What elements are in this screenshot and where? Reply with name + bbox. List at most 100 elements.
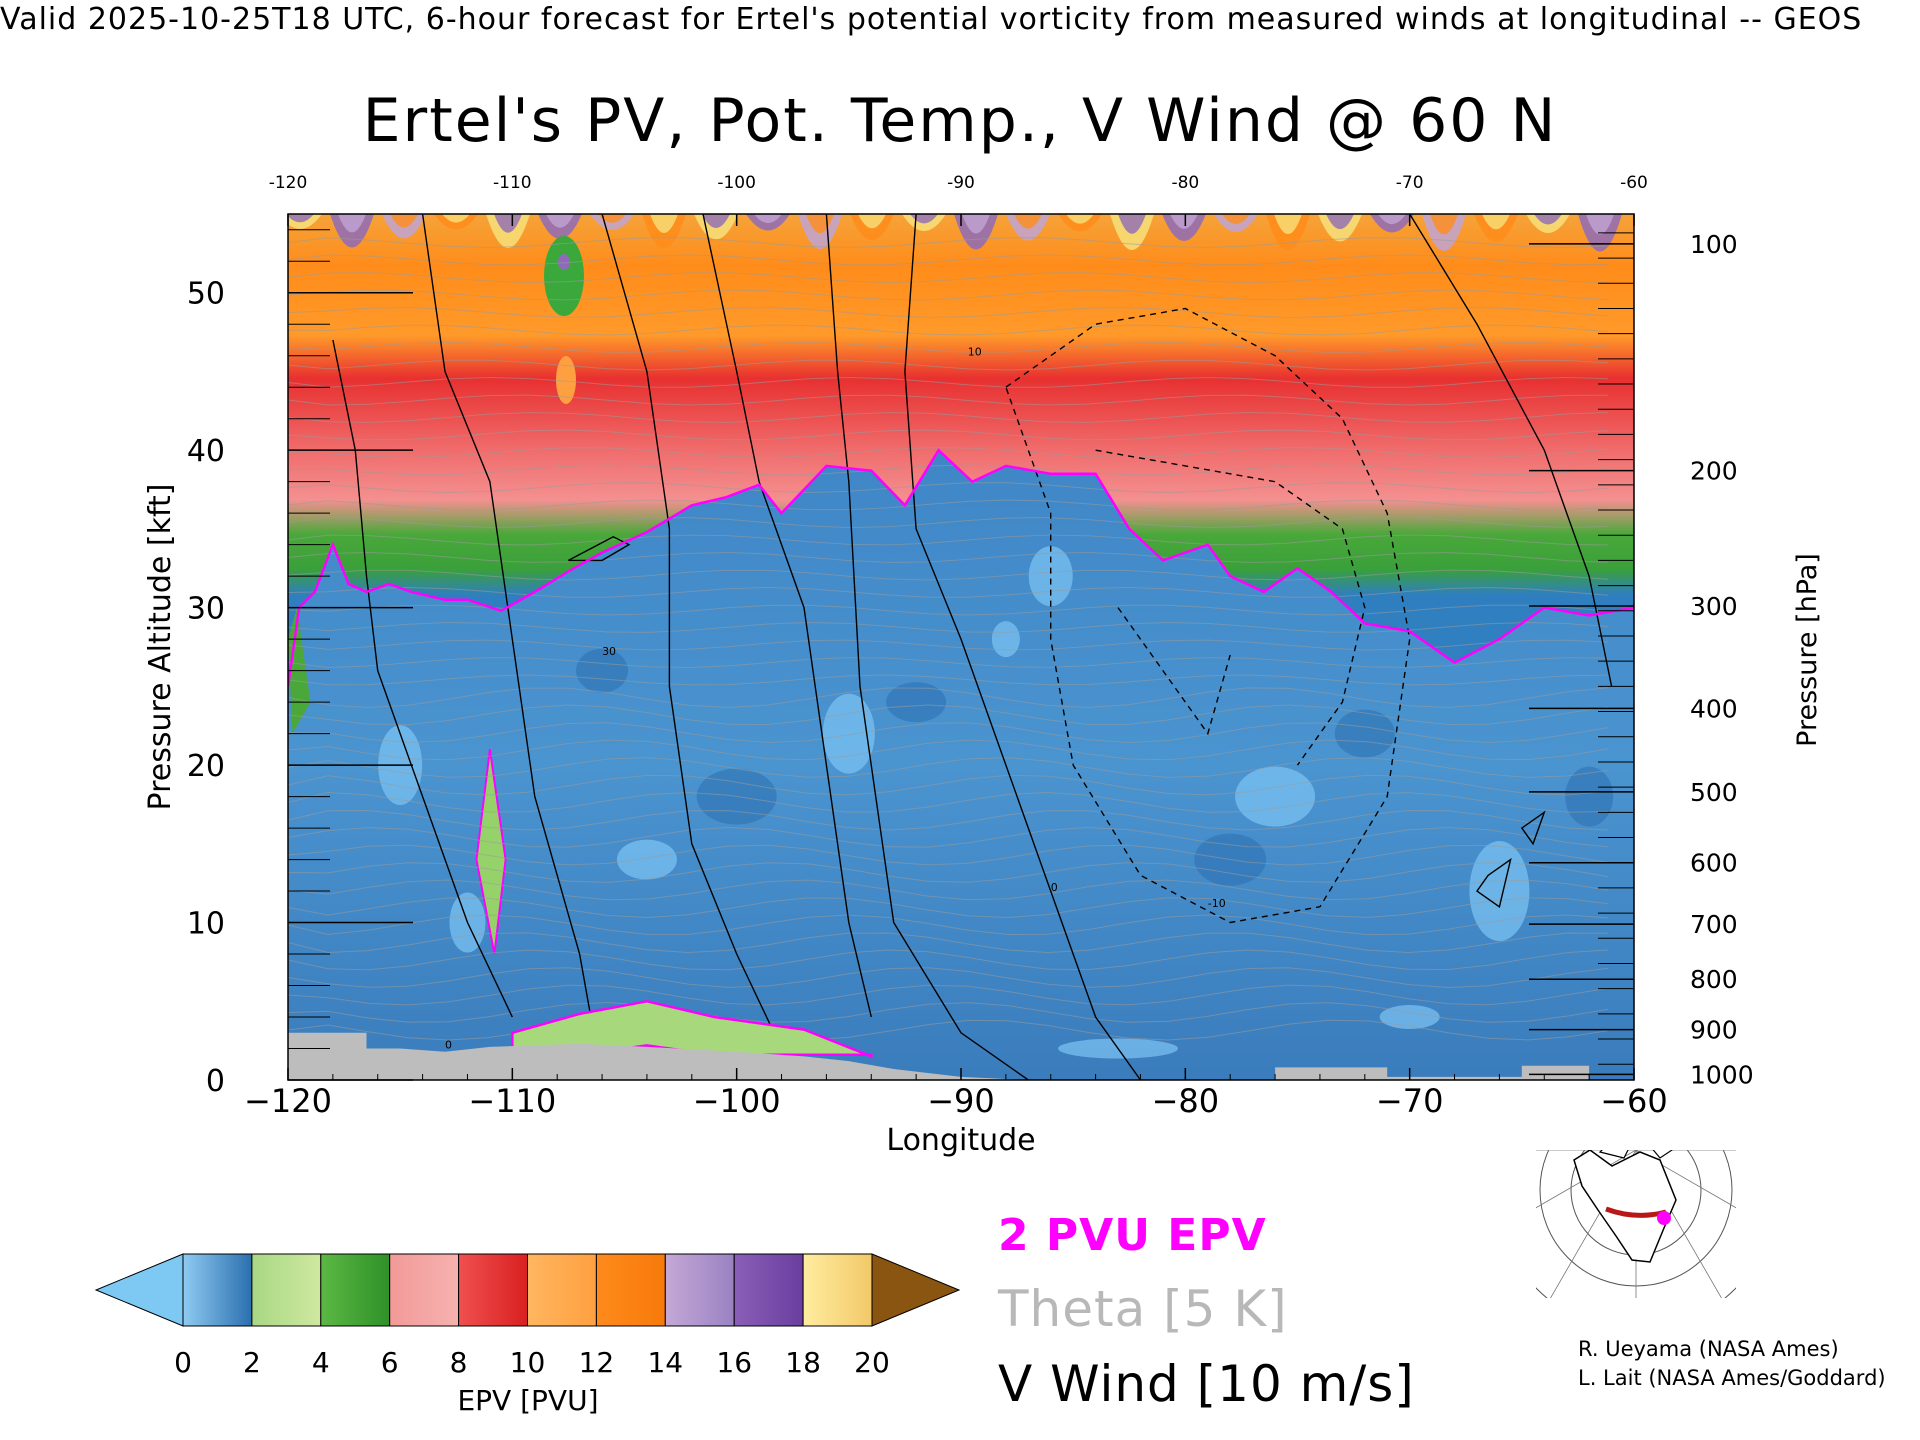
top-tick-label: -70	[1396, 173, 1424, 193]
theta-contour	[288, 1001, 1609, 1023]
colorbar-segment	[389, 1253, 460, 1327]
theta-contour	[288, 289, 1609, 301]
colorbar-tick-label: 8	[450, 1346, 468, 1379]
colorbar-tick-label: 18	[785, 1346, 821, 1379]
green-filament	[475, 749, 507, 955]
theta-contour	[288, 306, 1609, 319]
axes: −120-120−110-110−100-100−90-90−80-80−70-…	[143, 173, 1823, 1158]
upper-band-inner	[1170, 214, 1198, 229]
top-tick-label: -60	[1620, 173, 1648, 193]
plot-title: Ertel's PV, Pot. Temp., V Wind @ 60 N	[362, 86, 1558, 156]
purple-anomaly	[558, 254, 570, 270]
theta-contour	[288, 341, 1609, 353]
theta-contour	[288, 551, 1609, 563]
credit-line-2: L. Lait (NASA Ames/Goddard)	[1578, 1366, 1886, 1390]
y2-axis-label: Pressure [hPa]	[1792, 553, 1823, 747]
wind-contour	[825, 214, 1029, 1080]
x-tick-label: −80	[1152, 1082, 1220, 1120]
colorbar-tick-label: 4	[312, 1346, 330, 1379]
pressure-tick-label: 900	[1690, 1016, 1738, 1045]
dark-pv-blob	[576, 648, 629, 693]
theta-contour	[288, 967, 1609, 989]
theta-contour	[288, 722, 1609, 744]
upper-band-inner	[288, 214, 314, 223]
upper-band-inner	[1222, 214, 1250, 224]
wind-contour-loop	[1475, 857, 1512, 908]
x-tick-label: −70	[1376, 1082, 1444, 1120]
theta-contour	[288, 914, 1609, 936]
x-tick-label: −100	[693, 1082, 781, 1120]
y-tick-label: 50	[187, 277, 225, 312]
pressure-tick-label: 700	[1690, 910, 1738, 939]
green-anomaly	[544, 236, 584, 316]
contour-label: 10	[968, 346, 982, 359]
colorbar-tick-label: 20	[854, 1346, 890, 1379]
upper-band-inner	[702, 214, 730, 229]
theta-contour	[288, 757, 1609, 778]
theta-contour	[288, 534, 1609, 546]
colorbar-tick-label: 12	[579, 1346, 615, 1379]
theta-contour	[288, 897, 1609, 919]
colorbar-segment	[595, 1253, 666, 1327]
pressure-tick-label: 100	[1690, 230, 1738, 259]
colorbar: 0 2 4 6 8 10 12 14 16 18 20 EPV [PVU]	[94, 1253, 961, 1417]
theta-contour	[288, 394, 1609, 406]
upper-band-inner	[1378, 214, 1406, 225]
colorbar-segment	[182, 1253, 253, 1327]
colorbar-segment	[802, 1253, 873, 1327]
colorbar-tick-label: 16	[716, 1346, 752, 1379]
top-tick-label: -80	[1171, 173, 1199, 193]
pressure-tick-label: 500	[1690, 778, 1738, 807]
wind-contour-negative	[1117, 607, 1231, 736]
top-tick-label: -90	[947, 173, 975, 193]
theta-contour	[288, 569, 1609, 581]
theta-contour	[288, 949, 1609, 971]
upper-band-inner	[390, 214, 418, 228]
theta-contour	[288, 324, 1609, 336]
pressure-tick-label: 400	[1690, 694, 1738, 723]
theta-contour	[288, 411, 1609, 423]
wind-contour-loop	[568, 535, 631, 562]
theta-contour	[288, 809, 1609, 831]
wind-contour	[1409, 214, 1613, 687]
theta-contour	[288, 517, 1609, 529]
upper-band-inner	[1430, 214, 1458, 235]
x-tick-label: −120	[244, 1082, 332, 1120]
theta-contour	[288, 237, 1609, 249]
theta-contour	[288, 482, 1609, 494]
orange-anomaly	[556, 356, 576, 404]
upper-band-inner	[650, 214, 678, 233]
colorbar-segment	[320, 1253, 391, 1327]
theta-contour	[288, 376, 1609, 388]
theta-contour	[288, 621, 1609, 633]
colorbar-tick-label: 0	[174, 1346, 192, 1379]
contour-label: 0	[445, 1039, 452, 1052]
legend-wind: V Wind [10 m/s]	[998, 1355, 1415, 1413]
x-tick-label: −90	[927, 1082, 995, 1120]
x-tick-label: −110	[468, 1082, 556, 1120]
inset-continent	[1573, 1150, 1677, 1263]
wind-contour-loop	[1520, 810, 1546, 846]
wind-contour	[702, 214, 872, 1018]
theta-contour	[288, 639, 1609, 651]
contour-label: -10	[1208, 897, 1226, 910]
light-pv-blob	[1469, 841, 1530, 942]
theta-contour	[288, 586, 1609, 598]
inset-location-dot	[1657, 1211, 1671, 1225]
upper-band-inner	[962, 214, 990, 234]
theta-contour	[288, 499, 1609, 511]
inset-islands	[1598, 1150, 1673, 1159]
pressure-tick-label: 200	[1690, 457, 1738, 486]
upper-band-inner	[1118, 214, 1146, 234]
contour-label: 30	[602, 645, 616, 658]
colorbar-label: EPV [PVU]	[457, 1384, 598, 1417]
theta-contour	[288, 447, 1609, 459]
colorbar-tick-label: 10	[510, 1346, 546, 1379]
terrain-ground	[288, 1032, 1634, 1080]
theta-contour	[288, 984, 1609, 1006]
dark-pv-blob	[1334, 709, 1395, 758]
light-pv-blob	[991, 621, 1020, 658]
theta-contour	[288, 272, 1609, 284]
upper-band-inner	[546, 214, 574, 228]
